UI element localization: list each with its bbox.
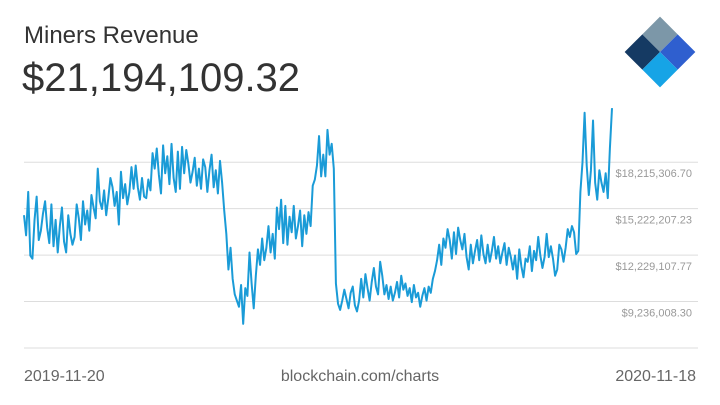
current-value: $21,194,109.32 (22, 56, 301, 100)
y-tick-label: $12,229,107.77 (616, 261, 692, 273)
start-date: 2019-11-20 (24, 368, 105, 385)
revenue-line (23, 108, 613, 325)
y-tick-label: $15,222,207.23 (616, 215, 692, 227)
end-date: 2020-11-18 (615, 368, 696, 385)
chart-title: Miners Revenue (24, 22, 199, 49)
blockchain-logo-icon[interactable] (622, 14, 698, 90)
y-tick-label: $9,236,008.30 (622, 308, 692, 320)
y-tick-label: $18,215,306.70 (616, 168, 692, 180)
source-link[interactable]: blockchain.com/charts (280, 368, 440, 385)
